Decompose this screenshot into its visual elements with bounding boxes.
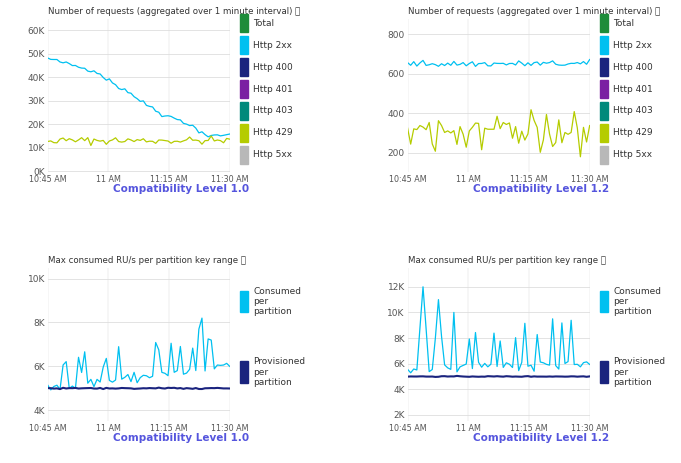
Bar	[240, 124, 248, 142]
Text: Compatibility Level 1.2: Compatibility Level 1.2	[473, 184, 609, 194]
Text: Http 403: Http 403	[253, 106, 293, 115]
Bar	[240, 80, 248, 98]
Bar	[600, 361, 608, 383]
Text: Compatibility Level 1.0: Compatibility Level 1.0	[113, 433, 249, 443]
Text: Http 429: Http 429	[253, 128, 293, 138]
Bar	[240, 102, 248, 120]
Text: Max consumed RU/s per partition key range ⓘ: Max consumed RU/s per partition key rang…	[48, 257, 246, 265]
Bar	[600, 80, 608, 98]
Bar	[600, 102, 608, 120]
Bar	[600, 146, 608, 164]
Text: Http 2xx: Http 2xx	[253, 41, 292, 50]
Text: Http 2xx: Http 2xx	[614, 41, 652, 50]
Text: Http 401: Http 401	[253, 85, 293, 94]
Text: Total: Total	[614, 19, 635, 28]
Text: Number of requests (aggregated over 1 minute interval) ⓘ: Number of requests (aggregated over 1 mi…	[408, 7, 660, 16]
Text: Number of requests (aggregated over 1 minute interval) ⓘ: Number of requests (aggregated over 1 mi…	[48, 7, 300, 16]
Bar	[240, 14, 248, 32]
Text: Consumed
per
partition: Consumed per partition	[253, 287, 302, 316]
Bar	[240, 36, 248, 54]
Text: Http 400: Http 400	[253, 63, 293, 72]
Text: Http 5xx: Http 5xx	[253, 150, 293, 159]
Text: Http 5xx: Http 5xx	[614, 150, 652, 159]
Text: Http 401: Http 401	[614, 85, 653, 94]
Text: Provisioned
per
partition: Provisioned per partition	[614, 357, 665, 387]
Text: Provisioned
per
partition: Provisioned per partition	[253, 357, 306, 387]
Bar	[240, 291, 248, 312]
Text: Compatibility Level 1.0: Compatibility Level 1.0	[113, 184, 249, 194]
Text: Compatibility Level 1.2: Compatibility Level 1.2	[473, 433, 609, 443]
Bar	[240, 361, 248, 383]
Text: Http 403: Http 403	[614, 106, 653, 115]
Bar	[600, 124, 608, 142]
Bar	[240, 146, 248, 164]
Bar	[600, 291, 608, 312]
Bar	[600, 36, 608, 54]
Bar	[600, 58, 608, 76]
Text: Max consumed RU/s per partition key range ⓘ: Max consumed RU/s per partition key rang…	[408, 257, 605, 265]
Text: Http 429: Http 429	[614, 128, 653, 138]
Text: Http 400: Http 400	[614, 63, 653, 72]
Text: Total: Total	[253, 19, 274, 28]
Bar	[600, 14, 608, 32]
Text: Consumed
per
partition: Consumed per partition	[614, 287, 661, 316]
Bar	[240, 58, 248, 76]
